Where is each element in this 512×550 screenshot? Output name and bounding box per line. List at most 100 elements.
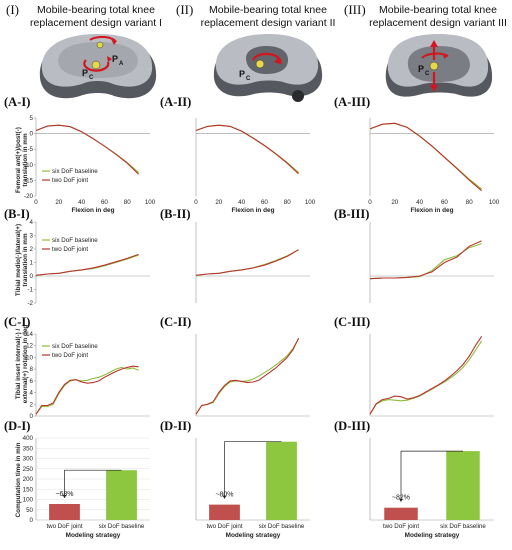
series-line-two-dof — [35, 124, 139, 175]
x-tick-label: 100 — [305, 199, 316, 206]
reduction-arrowhead — [399, 498, 403, 502]
category-label: six DoF baseline — [440, 523, 486, 530]
column-title-3-line2: replacement design variant III — [369, 17, 507, 29]
x-axis-label: Flexion in deg — [232, 207, 275, 214]
y-tick-label: 2 — [30, 401, 34, 408]
panel-a-iii: (A-III) 0 20 40 60 80 100 Flexion in deg — [334, 95, 500, 214]
series-line-two-dof — [369, 240, 482, 280]
column-title-1-line1: Mobile-bearing total knee — [37, 4, 155, 16]
series-line-six-dof — [35, 366, 139, 415]
x-axis-label: Modeling strategy — [226, 532, 281, 539]
panel-label-d-iii: (D-III) — [334, 419, 370, 433]
column-roman-2: (II) — [176, 2, 193, 17]
panel-label-b-i: (B-I) — [4, 207, 30, 221]
x-tick-label: 60 — [101, 199, 108, 206]
panel-label-d-i: (D-I) — [4, 419, 30, 433]
series-line-two-dof — [195, 337, 300, 415]
y-tick-label: -15 — [24, 177, 34, 184]
point-label-pc-2-sub: C — [246, 76, 251, 82]
reduction-label: ~82% — [392, 495, 410, 502]
series-line-six-dof — [195, 249, 299, 276]
column-roman-3: (III) — [344, 2, 366, 17]
series-line-six-dof — [35, 254, 139, 276]
bar-two-dof — [384, 507, 418, 520]
y-tick-label: -1 — [27, 287, 33, 294]
panel-label-d-ii: (D-II) — [160, 419, 191, 433]
x-tick-label: 0 — [194, 199, 198, 206]
x-tick-label: 60 — [261, 199, 268, 206]
legend-entry: six DoF baseline — [52, 343, 98, 350]
series-line-six-dof — [195, 124, 299, 174]
panel-label-c-iii: (C-III) — [334, 315, 370, 329]
y-tick-label: 0 — [30, 413, 34, 420]
bar-six-dof — [106, 470, 137, 520]
x-axis-label: Modeling strategy — [405, 532, 460, 539]
panel-d-ii: (D-II) two DoF joint six DoF baseline ~80% M… — [160, 419, 310, 539]
panel-b-ii: (B-II) — [160, 207, 310, 303]
reduction-arrow — [64, 469, 122, 499]
category-label: two DoF joint — [206, 523, 242, 530]
bar-six-dof — [266, 441, 297, 520]
panel-b-iii: (B-III) — [334, 207, 494, 303]
x-tick-label: 80 — [284, 199, 291, 206]
column-title-2-line2: replacement design variant II — [201, 17, 336, 29]
series-line-six-dof — [195, 338, 300, 415]
x-tick-label: 0 — [368, 199, 372, 206]
column-title-2-line1: Mobile-bearing total knee — [209, 4, 327, 16]
x-tick-label: 0 — [34, 199, 38, 206]
y-tick-label: 12 — [26, 343, 33, 350]
legend-entry: two DoF joint — [52, 177, 88, 184]
panel-b-i: (B-I) -2 -1 0 1 2 3 4 six DoF baseline two DoF jo… — [4, 207, 150, 307]
series-line-two-dof — [35, 365, 139, 415]
implant-render-variant-3: P C — [385, 34, 493, 97]
column-roman-1: (I) — [6, 2, 19, 17]
category-label: six DoF baseline — [99, 523, 145, 530]
y-tick-label: 1 — [30, 260, 34, 267]
series-line-two-dof — [195, 249, 299, 276]
y-tick-label: 400 — [23, 435, 34, 442]
bar-two-dof — [49, 504, 80, 520]
ylabel-a-line2: translation in mm — [22, 133, 29, 187]
category-label: two DoF joint — [383, 523, 419, 530]
x-tick-label: 100 — [145, 199, 156, 206]
ylabel-d: Computation time in min — [15, 442, 22, 517]
x-tick-label: 40 — [238, 199, 245, 206]
series-line-two-dof — [195, 124, 299, 175]
bar-two-dof — [209, 504, 240, 520]
point-label-pc-1: P — [82, 68, 88, 78]
series-line-two-dof — [35, 253, 139, 276]
column-header-3: (III) Mobile-bearing total knee replacem… — [344, 2, 507, 29]
y-tick-label: 0 — [30, 517, 34, 524]
column-header-1: (I) Mobile-bearing total knee replacemen… — [6, 2, 162, 29]
panel-d-iii: (D-III) two DoF joint six DoF baseline ~82%… — [334, 419, 494, 539]
y-tick-label: 14 — [26, 331, 33, 338]
category-label: six DoF baseline — [259, 523, 305, 530]
x-tick-label: 40 — [78, 199, 85, 206]
x-axis-label: Modeling strategy — [66, 532, 121, 539]
panel-label-c-i: (C-I) — [4, 315, 30, 329]
x-tick-label: 80 — [124, 199, 131, 206]
y-tick-label: 300 — [23, 456, 34, 463]
reduction-arrow — [224, 441, 282, 499]
y-tick-label: -5 — [27, 146, 33, 153]
point-label-pa-1-sub: A — [119, 61, 124, 67]
panel-c-iii: (C-III) — [334, 315, 494, 417]
y-tick-label: 200 — [23, 476, 34, 483]
reduction-arrowhead — [62, 495, 67, 499]
column-title-1-line2: replacement design variant I — [30, 17, 162, 29]
x-tick-label: 80 — [466, 199, 473, 206]
panel-label-b-iii: (B-III) — [334, 207, 369, 221]
reduction-arrowhead — [222, 495, 227, 499]
y-tick-label: 350 — [23, 445, 34, 452]
y-tick-label: 2 — [30, 246, 34, 253]
series-line-six-dof — [35, 124, 139, 174]
y-tick-label: 5 — [30, 115, 34, 122]
panel-label-a-i: (A-I) — [4, 95, 30, 109]
legend-entry: six DoF baseline — [52, 237, 98, 244]
point-label-pc-2: P — [239, 69, 245, 79]
point-label-pc-1-sub: C — [89, 75, 94, 81]
reduction-label: ~80% — [215, 492, 233, 499]
legend-entry: two DoF joint — [52, 352, 88, 359]
